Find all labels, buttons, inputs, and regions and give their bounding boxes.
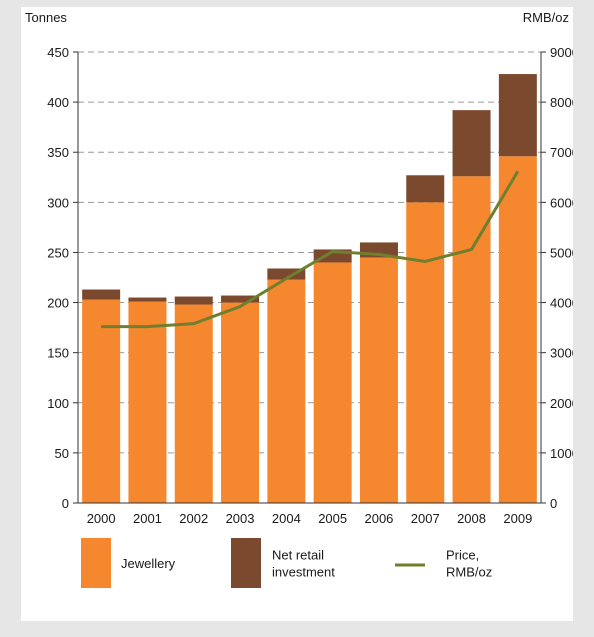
left-tick-label: 200	[47, 296, 69, 311]
legend-label: investment	[272, 565, 335, 580]
legend-swatch	[231, 538, 261, 588]
left-tick-label: 450	[47, 45, 69, 60]
right-tick-label: 5000	[550, 245, 573, 260]
bar-net-retail-investment	[221, 295, 260, 303]
left-tick-label: 350	[47, 145, 69, 160]
right-tick-label: 9000	[550, 45, 573, 60]
bar-jewellery	[174, 304, 213, 503]
bars	[82, 74, 537, 504]
chart: 2000 2001 2002 2003 2004 2005 2006 2007 2008 2009…	[25, 10, 573, 588]
legend-label: Price,	[446, 548, 479, 563]
bar-net-retail-investment	[267, 268, 306, 280]
x-tick-label: 2006	[364, 511, 393, 526]
bar-net-retail-investment	[82, 289, 121, 300]
bar-jewellery	[406, 202, 445, 504]
bar-net-retail-investment	[406, 175, 445, 203]
bar-jewellery	[221, 302, 260, 503]
left-axis-unit-label: Tonnes	[25, 10, 67, 25]
chart-panel: 2000 2001 2002 2003 2004 2005 2006 2007 2008 2009…	[21, 7, 573, 621]
x-tick-label: 2005	[318, 511, 347, 526]
left-tick-label: 50	[55, 446, 69, 461]
right-tick-label: 1000	[550, 446, 573, 461]
x-tick-label: 2007	[411, 511, 440, 526]
bar-net-retail-investment	[452, 110, 491, 177]
left-tick-label: 400	[47, 95, 69, 110]
right-tick-label: 3000	[550, 346, 573, 361]
right-tick-label: 7000	[550, 145, 573, 160]
left-tick-label: 150	[47, 346, 69, 361]
bar-jewellery	[128, 301, 167, 503]
bar-jewellery	[498, 156, 537, 503]
right-tick-label: 8000	[550, 95, 573, 110]
x-tick-label: 2004	[272, 511, 301, 526]
right-axis-unit-label: RMB/oz	[523, 10, 569, 25]
x-tick-label: 2009	[503, 511, 532, 526]
legend-label: RMB/oz	[446, 565, 492, 580]
left-tick-label: 300	[47, 195, 69, 210]
bar-jewellery	[359, 257, 398, 503]
x-tick-label: 2002	[179, 511, 208, 526]
price-line	[101, 170, 520, 329]
x-tick-label: 2008	[457, 511, 486, 526]
axes: 2000 2001 2002 2003 2004 2005 2006 2007 2008 2009…	[25, 10, 573, 526]
x-tick-label: 2000	[87, 511, 116, 526]
bar-net-retail-investment	[174, 296, 213, 305]
x-tick-label: 2001	[133, 511, 162, 526]
bar-jewellery	[267, 279, 306, 503]
bar-net-retail-investment	[128, 297, 167, 302]
right-tick-label: 0	[550, 496, 557, 511]
right-tick-label: 2000	[550, 396, 573, 411]
bar-jewellery	[313, 262, 352, 503]
right-tick-label: 4000	[550, 296, 573, 311]
bar-jewellery	[82, 299, 121, 503]
bar-net-retail-investment	[498, 74, 537, 157]
price-line-path	[101, 170, 520, 329]
legend: Jewellery Net retail investment Price, RMB/o…	[81, 538, 492, 588]
right-tick-label: 6000	[550, 195, 573, 210]
legend-label: Net retail	[272, 548, 324, 563]
legend-label: Jewellery	[121, 556, 176, 571]
left-tick-label: 250	[47, 245, 69, 260]
legend-swatch	[81, 538, 111, 588]
left-tick-label: 100	[47, 396, 69, 411]
x-tick-label: 2003	[226, 511, 255, 526]
left-tick-label: 0	[62, 496, 69, 511]
